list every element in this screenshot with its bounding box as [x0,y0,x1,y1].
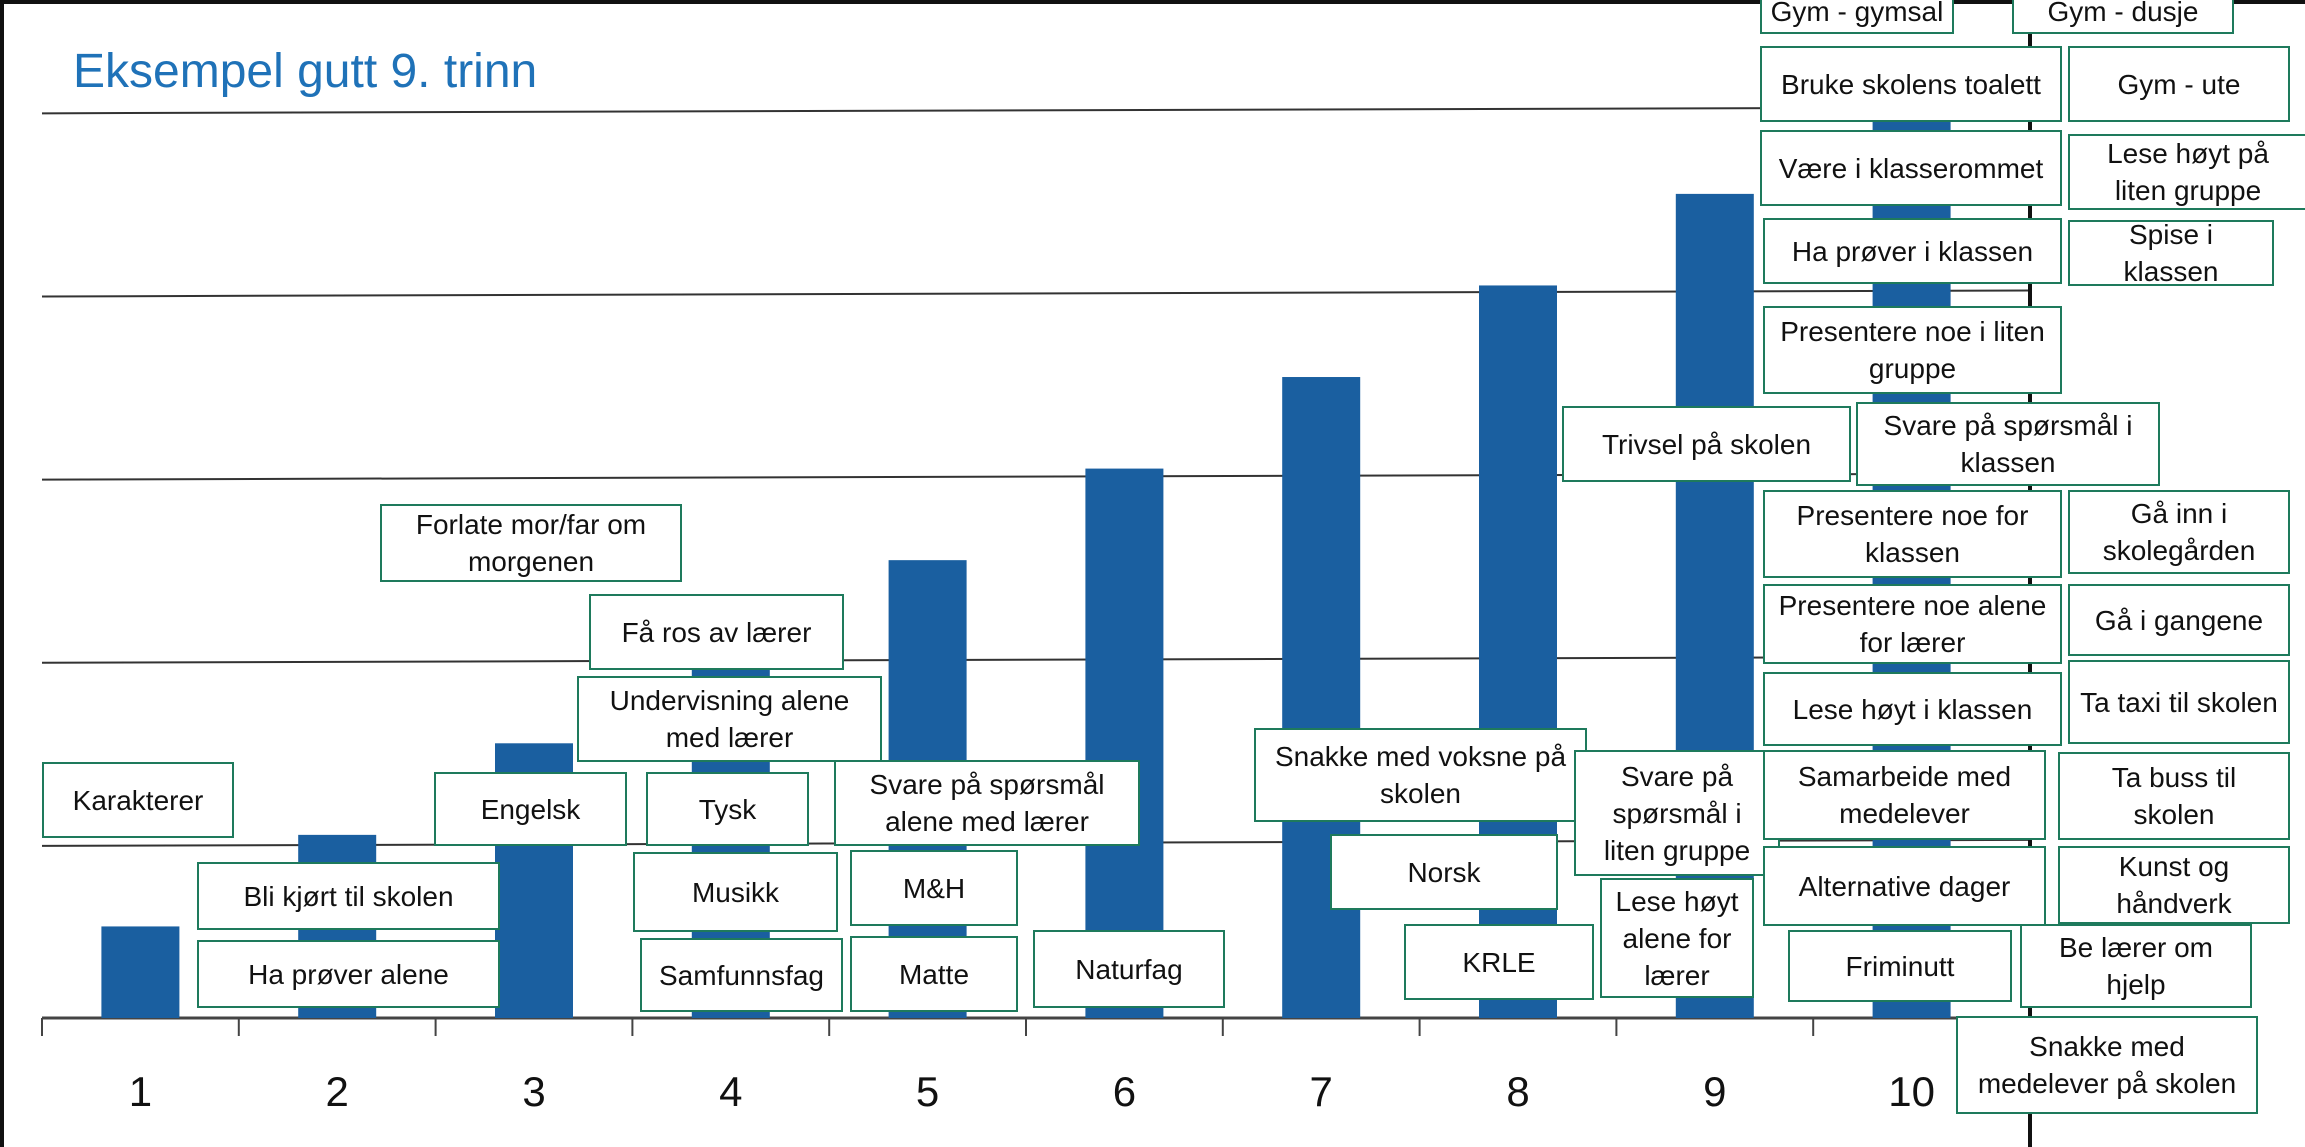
situation-label: Presentere noe i liten gruppe [1763,306,2062,394]
situation-label: Ta buss til skolen [2058,752,2290,840]
chart-title: Eksempel gutt 9. trinn [73,45,538,98]
bar-1 [101,926,180,1018]
x-tick-label: 5 [915,1068,940,1115]
x-tick-label: 9 [1703,1068,1727,1115]
situation-label: Musikk [633,852,838,932]
situation-label: Engelsk [434,772,627,846]
situation-label: Snakke med voksne på skolen [1254,728,1587,822]
bar-7 [1282,377,1361,1018]
situation-label: Kunst og håndverk [2058,846,2290,924]
situation-label: Friminutt [1788,930,2012,1002]
x-tick-label: 2 [325,1068,349,1115]
x-tick-label: 4 [719,1068,743,1115]
situation-label: Bruke skolens toalett [1760,46,2062,122]
situation-label: Norsk [1330,834,1558,910]
situation-label: Gym - ute [2068,46,2290,122]
x-tick-label: 10 [1888,1068,1935,1115]
situation-label: Lese høyt på liten gruppe [2068,134,2305,210]
situation-label: Lese høyt alene for lærer [1600,878,1754,998]
x-tick-label: 3 [522,1068,546,1115]
situation-label: M&H [850,850,1018,926]
situation-label: Undervisning alene med lærer [577,676,882,762]
situation-label: Spise i klassen [2068,220,2274,286]
situation-label: Gym - gymsal [1760,0,1954,34]
situation-label: Lese høyt i klassen [1763,672,2062,746]
situation-label: Presentere noe for klassen [1763,490,2062,578]
situation-label: Svare på spørsmål i liten gruppe [1574,750,1780,876]
situation-label: Få ros av lærer [589,594,844,670]
situation-label: Ta taxi til skolen [2068,660,2290,744]
x-tick-label: 7 [1309,1068,1333,1115]
x-tick-label: 8 [1506,1068,1530,1115]
situation-label: Trivsel på skolen [1562,406,1851,482]
x-tick-label: 6 [1112,1068,1137,1115]
situation-label: Ha prøver i klassen [1763,218,2062,284]
situation-label: Tysk [646,772,809,846]
situation-label: Bli kjørt til skolen [197,862,500,930]
situation-label: Snakke med medelever på skolen [1956,1016,2258,1114]
situation-label: Gym - dusje [2012,0,2234,34]
situation-label: Ha prøver alene [197,940,500,1008]
situation-label: KRLE [1404,924,1594,1000]
gridline-5 [41,106,2031,115]
situation-label: Svare på spørsmål i klassen [1856,402,2160,486]
situation-label: Naturfag [1033,930,1225,1008]
situation-label: Matte [850,936,1018,1012]
situation-label: Forlate mor/far om morgenen [380,504,682,582]
situation-label: Gå i gangene [2068,584,2290,656]
situation-label: Karakterer [42,762,234,838]
situation-label: Samarbeide med medelever [1763,750,2046,840]
x-tick-label: 1 [128,1068,153,1115]
bar-6 [1085,468,1164,1018]
situation-label: Svare på spørsmål alene med lærer [834,760,1140,846]
situation-label: Gå inn i skolegården [2068,490,2290,574]
situation-label: Være i klasserommet [1760,130,2062,206]
situation-label: Alternative dager [1763,846,2046,926]
situation-label: Samfunnsfag [640,938,843,1012]
situation-label: Presentere noe alene for lærer [1763,584,2062,664]
situation-label: Be lærer om hjelp [2020,924,2252,1008]
